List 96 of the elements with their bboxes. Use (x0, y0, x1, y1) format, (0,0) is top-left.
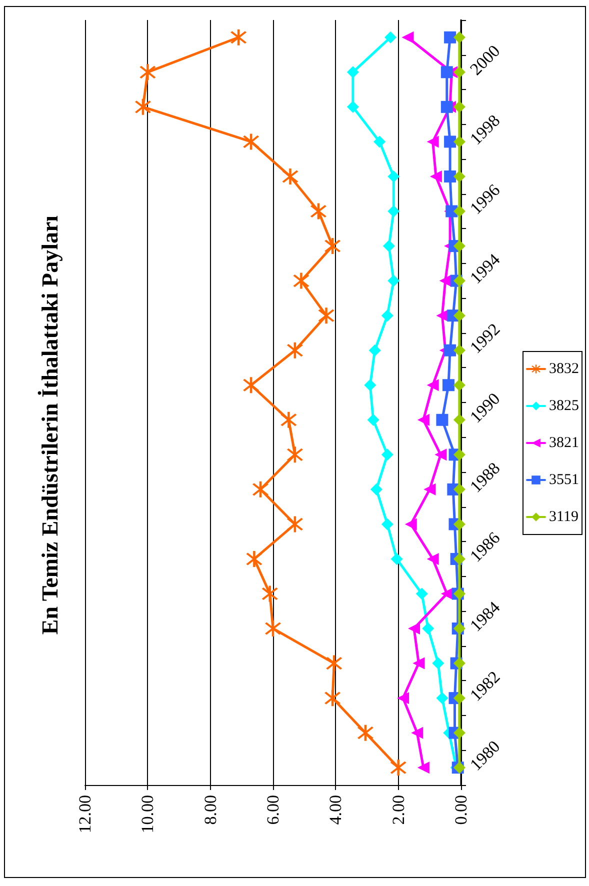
point (388, 205, 400, 218)
point (453, 66, 466, 78)
x-tick-label: 0.00 (452, 795, 470, 825)
point (384, 31, 396, 44)
point (444, 170, 456, 182)
point (442, 379, 454, 392)
point (140, 64, 156, 80)
point (346, 66, 359, 78)
point (280, 412, 297, 428)
point (436, 692, 448, 704)
point (430, 170, 442, 182)
point (364, 379, 376, 392)
point (453, 657, 466, 670)
point (408, 622, 420, 635)
point (324, 238, 341, 254)
point (432, 657, 444, 670)
point (402, 31, 414, 44)
point (426, 136, 439, 148)
point (388, 170, 400, 182)
point (424, 483, 436, 496)
x-tick-label: 4.00 (326, 795, 346, 825)
point (453, 274, 466, 287)
point (453, 100, 466, 113)
x-tick-label: 2.00 (388, 795, 408, 825)
point (453, 518, 466, 530)
point (381, 518, 394, 530)
point (422, 622, 434, 635)
point (326, 655, 342, 672)
point (265, 620, 281, 637)
point (370, 483, 382, 496)
point (252, 481, 268, 498)
point (412, 657, 425, 670)
point (243, 377, 260, 394)
point (453, 414, 466, 426)
point (346, 100, 359, 113)
point (381, 310, 394, 322)
x-tick-label: 10.00 (138, 795, 158, 834)
point (286, 446, 303, 463)
point (417, 762, 430, 774)
point (318, 308, 334, 324)
x-tick-label: 8.00 (200, 795, 220, 825)
point (381, 448, 394, 461)
point (367, 414, 380, 426)
point (444, 136, 456, 148)
x-tick-label: 6.00 (264, 795, 282, 825)
point (453, 170, 466, 182)
point (310, 203, 326, 220)
point (453, 136, 466, 148)
point (426, 379, 439, 392)
point (417, 414, 430, 426)
point (434, 448, 447, 461)
point (453, 344, 466, 356)
point (453, 448, 466, 461)
point (246, 550, 262, 567)
point (324, 690, 341, 706)
point (453, 205, 466, 218)
point (416, 588, 428, 600)
text: En Temiz Endüstrilerin İthalattaki Payları (38, 214, 62, 635)
point (453, 552, 466, 565)
point (397, 692, 410, 704)
point (444, 344, 456, 356)
point (436, 414, 448, 426)
legend-label: 3551 (549, 472, 579, 488)
point (440, 66, 453, 78)
point (453, 692, 466, 704)
point (230, 29, 247, 46)
legend-label: 3821 (549, 435, 579, 451)
point (453, 31, 466, 44)
point (444, 31, 456, 44)
point (453, 310, 466, 322)
point (368, 344, 381, 356)
point (411, 726, 424, 739)
point (357, 724, 374, 741)
point (426, 552, 439, 565)
point (388, 274, 400, 287)
point (453, 379, 466, 392)
point (293, 272, 310, 289)
x-tick-label: 12.00 (76, 795, 94, 834)
point (374, 136, 386, 148)
point (382, 240, 395, 252)
point (390, 552, 403, 565)
point (440, 100, 453, 113)
point (404, 518, 417, 530)
legend-label: 3832 (549, 361, 579, 377)
point (286, 342, 303, 358)
legend-label: 3119 (549, 509, 578, 525)
point (243, 134, 260, 150)
point (390, 760, 406, 776)
point (282, 168, 298, 184)
point (453, 483, 466, 496)
point (286, 516, 303, 532)
point (134, 98, 151, 115)
point (453, 726, 466, 739)
legend-label: 3825 (549, 398, 579, 414)
point (262, 586, 278, 602)
point (453, 240, 466, 252)
